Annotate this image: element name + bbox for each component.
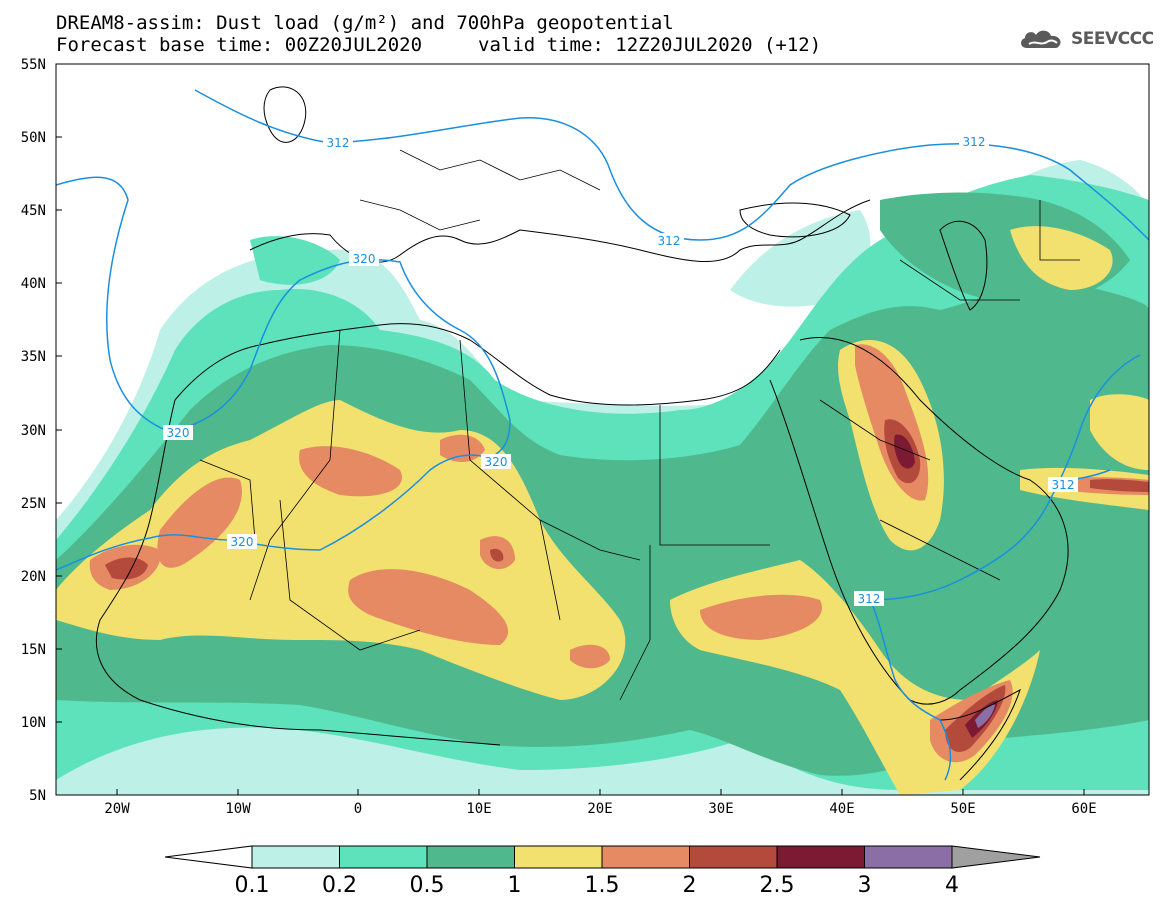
coastline-arabia bbox=[799, 337, 1069, 691]
border bbox=[539, 519, 641, 561]
border bbox=[899, 259, 1020, 301]
axis-ticks bbox=[56, 63, 1085, 795]
contour-label-320: 320 bbox=[485, 455, 508, 469]
dust-band-yellow bbox=[1090, 394, 1149, 470]
lon-label: 10E bbox=[466, 801, 491, 817]
colorbar-swatch bbox=[426, 845, 515, 869]
lat-label: 35N bbox=[21, 349, 46, 365]
colorbar-swatch bbox=[339, 845, 428, 869]
colorbar-swatch bbox=[514, 845, 603, 869]
lat-label: 55N bbox=[21, 57, 46, 73]
colorbar-swatch bbox=[776, 845, 865, 869]
lat-label: 45N bbox=[21, 203, 46, 219]
lon-label: 30E bbox=[708, 801, 733, 817]
contour-labels: 312 312 312 320 320 320 320 312 312 bbox=[163, 134, 1078, 606]
lat-label: 15N bbox=[21, 642, 46, 658]
colorbar-swatch bbox=[864, 845, 953, 869]
colorbar-low-triangle bbox=[164, 845, 253, 869]
coastline-west-africa bbox=[95, 399, 501, 746]
dust-band-purple bbox=[975, 704, 995, 728]
lat-label: 25N bbox=[21, 496, 46, 512]
dust-band-orange bbox=[157, 477, 242, 568]
dust-field: 312 312 312 320 320 320 320 312 312 bbox=[56, 64, 1149, 795]
map-title: DREAM8-assim: Dust load (g/m²) and 700hP… bbox=[56, 12, 674, 34]
valid-time: valid time: 12Z20JUL2020 (+12) bbox=[478, 34, 822, 56]
lon-label: 40E bbox=[829, 801, 854, 817]
lon-label: 50E bbox=[950, 801, 975, 817]
dust-band-darkred bbox=[490, 548, 504, 562]
dust-band-darkred bbox=[105, 557, 148, 580]
border bbox=[459, 339, 561, 621]
colorbar-high-triangle bbox=[951, 845, 1041, 869]
colorbar-label: 0.2 bbox=[322, 873, 357, 898]
dust-band-darkred bbox=[1090, 479, 1149, 492]
border bbox=[249, 329, 341, 601]
coastline-caspian bbox=[939, 220, 988, 311]
colorbar-swatch bbox=[251, 845, 340, 869]
border bbox=[619, 545, 651, 701]
border bbox=[279, 499, 421, 651]
lon-label: 60E bbox=[1071, 801, 1096, 817]
colorbar-label: 4 bbox=[945, 873, 959, 898]
lon-label: 20E bbox=[587, 801, 612, 817]
dust-band-maroon bbox=[894, 434, 915, 469]
colorbar-swatch bbox=[601, 845, 690, 869]
contour-320-west bbox=[56, 176, 511, 459]
contour-label-320: 320 bbox=[231, 535, 254, 549]
colorbar-swatch bbox=[689, 845, 778, 869]
cloud-icon bbox=[1021, 30, 1061, 48]
lat-labels: 55N 50N 45N 40N 35N 30N 25N 20N 15N 10N … bbox=[21, 57, 46, 804]
lon-label: 20W bbox=[104, 801, 130, 817]
lon-labels: 20W 10W 0 10E 20E 30E 40E 50E 60E bbox=[104, 801, 1096, 817]
contour-312-north bbox=[194, 89, 1149, 241]
contour-312-east bbox=[869, 599, 952, 781]
contour-label-312: 312 bbox=[858, 592, 881, 606]
contour-312-gulf bbox=[869, 354, 1141, 601]
border bbox=[1039, 200, 1080, 261]
colorbar-label: 2.5 bbox=[760, 873, 795, 898]
forecast-base-time: Forecast base time: 00Z20JUL2020 bbox=[56, 34, 423, 56]
border bbox=[399, 149, 601, 191]
dust-band-orange bbox=[299, 446, 402, 497]
dust-band-orange bbox=[570, 644, 610, 669]
lat-label: 40N bbox=[21, 276, 46, 292]
coastline-uk bbox=[263, 86, 307, 143]
colorbar-label: 3 bbox=[858, 873, 872, 898]
border bbox=[359, 199, 481, 231]
coastline-red-sea bbox=[769, 379, 961, 705]
lat-label: 20N bbox=[21, 569, 46, 585]
lat-label: 30N bbox=[21, 423, 46, 439]
border bbox=[199, 459, 256, 541]
contour-label-312: 312 bbox=[327, 136, 350, 150]
colorbar-label: 1 bbox=[508, 873, 522, 898]
colorbar: 0.1 0.2 0.5 1 1.5 2 2.5 3 4 bbox=[164, 845, 1041, 898]
seevccc-logo: SEEVCCC bbox=[1017, 26, 1154, 52]
contour-label-320: 320 bbox=[167, 426, 190, 440]
contour-label-312: 312 bbox=[1052, 478, 1075, 492]
dust-band-yellow bbox=[1010, 226, 1113, 290]
lat-label: 5N bbox=[29, 788, 46, 804]
colorbar-label: 0.5 bbox=[410, 873, 445, 898]
coastline-horn bbox=[939, 689, 1021, 781]
dust-band-orange bbox=[700, 594, 822, 640]
contour-label-312: 312 bbox=[658, 234, 681, 248]
logo-text: SEEVCCC bbox=[1071, 29, 1154, 49]
colorbar-label: 1.5 bbox=[585, 873, 620, 898]
contour-label-320: 320 bbox=[353, 252, 376, 266]
lat-label: 10N bbox=[21, 715, 46, 731]
dust-band-orange bbox=[348, 569, 509, 645]
contour-320-south bbox=[56, 454, 491, 571]
border bbox=[659, 405, 770, 546]
coastline-black-sea bbox=[739, 202, 851, 238]
lat-label: 50N bbox=[21, 130, 46, 146]
country-borders bbox=[199, 149, 1080, 701]
border bbox=[879, 519, 1001, 581]
colorbar-label: 0.1 bbox=[235, 873, 270, 898]
colorbar-label: 2 bbox=[683, 873, 697, 898]
lon-label: 0 bbox=[354, 801, 362, 817]
lon-label: 10W bbox=[225, 801, 251, 817]
border bbox=[819, 399, 931, 461]
contour-label-312: 312 bbox=[963, 135, 986, 149]
